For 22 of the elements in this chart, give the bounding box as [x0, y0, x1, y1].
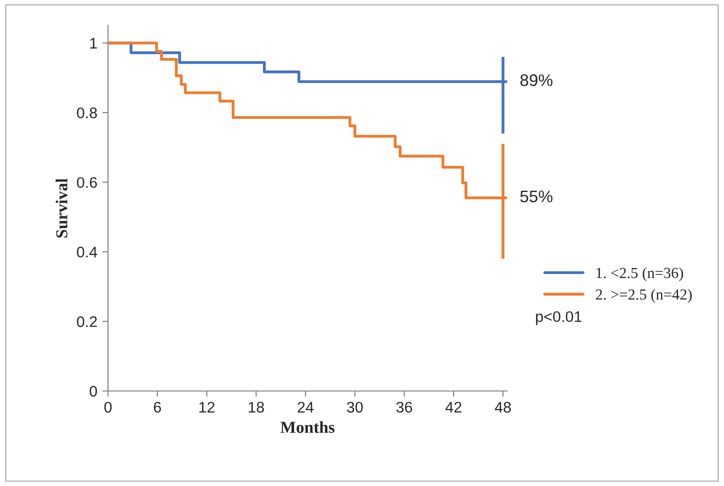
x-tick-label: 18: [248, 402, 264, 413]
y-tick-label: 0.6: [76, 177, 97, 188]
x-tick-label: 48: [494, 402, 511, 413]
text: p<0.01: [536, 311, 582, 326]
y-tick-label: 1: [90, 38, 97, 49]
y-axis-title: Survival: [56, 178, 68, 238]
x-tick-label: 30: [346, 402, 363, 413]
x-tick-label: 42: [445, 402, 462, 412]
x-tick-label: 24: [298, 402, 314, 412]
annotation: 55%: [520, 190, 552, 202]
y-tick-label: 0: [90, 386, 97, 397]
x-axis-title: Months: [280, 421, 334, 433]
y-tick-label: 0.8: [76, 107, 97, 118]
x-tick-label: 36: [396, 402, 412, 413]
y-tick-label: 0.4: [76, 246, 98, 258]
y-tick-label: 0.2: [76, 316, 97, 328]
annotation: 89%: [520, 74, 552, 86]
legend-label: 2. >=2.5 (n=42): [596, 288, 692, 303]
x-tick-label: 0: [104, 402, 112, 413]
x-tick-label: 6: [154, 402, 161, 413]
legend-label: 1. <2.5 (n=36): [596, 267, 684, 282]
x-tick-label: 12: [199, 402, 214, 412]
